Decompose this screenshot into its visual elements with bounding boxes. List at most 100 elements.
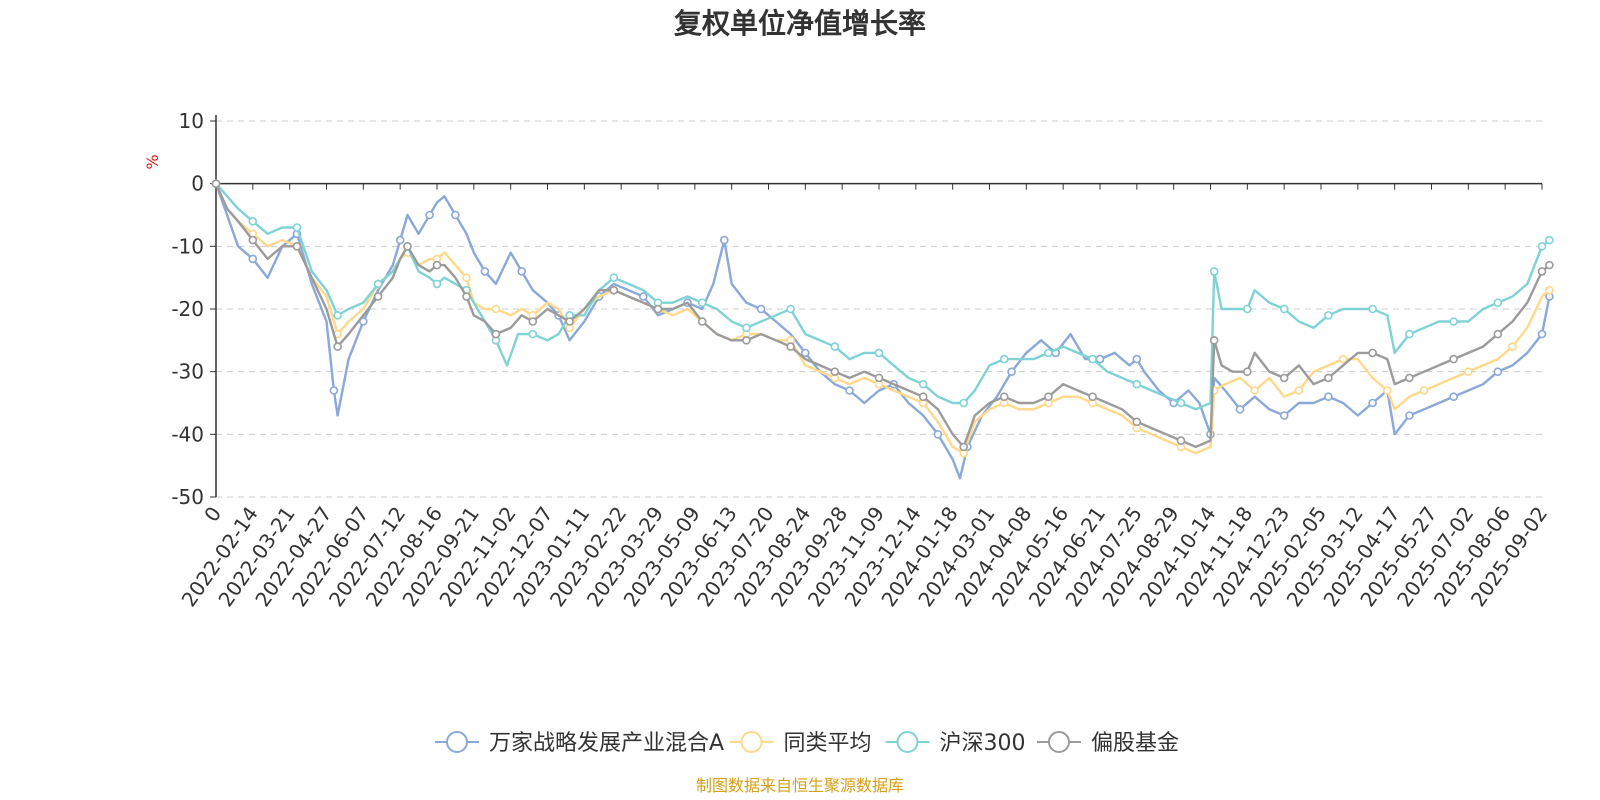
legend-marker — [740, 731, 763, 753]
series-point — [1279, 304, 1289, 314]
series-point — [742, 323, 751, 333]
series-point — [1368, 348, 1377, 358]
series-point — [329, 386, 339, 395]
legend-label: 同类平均 — [784, 731, 872, 756]
series-point — [609, 273, 619, 283]
series-point — [1324, 392, 1333, 402]
series-point — [845, 386, 854, 395]
y-tick-label: 0 — [191, 172, 204, 196]
series-point — [432, 279, 442, 289]
series-point — [959, 398, 969, 408]
y-tick-label: -40 — [171, 422, 204, 446]
series-point — [1383, 386, 1392, 395]
series-point — [1209, 335, 1219, 345]
series-point — [1132, 379, 1142, 389]
series-point — [1243, 367, 1252, 377]
grid-layer — [216, 120, 1542, 498]
legend-item[interactable]: 沪深300 — [885, 731, 1026, 756]
series-line — [214, 183, 1551, 449]
series-point — [874, 373, 884, 383]
series-point — [333, 310, 342, 320]
series-layer — [211, 179, 1554, 480]
series-point — [395, 235, 405, 245]
series-line — [215, 182, 1551, 411]
series-point — [528, 317, 538, 326]
series-point — [697, 298, 707, 308]
series-point — [333, 342, 342, 351]
series-point — [1493, 329, 1503, 339]
series-point — [874, 348, 884, 358]
series-line — [214, 183, 1551, 455]
series-point — [1449, 317, 1458, 326]
series-point — [1419, 386, 1429, 395]
series-point — [786, 304, 795, 314]
series-point — [609, 285, 619, 295]
legend-marker — [446, 731, 468, 753]
series-point — [292, 242, 302, 251]
series-point — [462, 292, 471, 301]
series-point — [1368, 304, 1377, 314]
series-point — [959, 442, 969, 452]
series-point — [653, 304, 663, 314]
series-point — [1176, 436, 1186, 445]
series-point — [1405, 329, 1414, 339]
series-group — [211, 179, 1554, 458]
series-point — [830, 367, 840, 377]
series-point — [248, 235, 258, 245]
series-point — [1493, 367, 1503, 377]
series-point — [462, 273, 471, 283]
series-point — [1279, 411, 1289, 420]
series-point — [1132, 417, 1142, 427]
series-point — [830, 342, 840, 351]
series-line — [214, 183, 1551, 480]
series-point — [1235, 404, 1245, 414]
series-group — [211, 179, 1554, 452]
series-point — [1250, 386, 1259, 395]
series-point — [425, 210, 434, 220]
source-note: 制图数据来自恒生聚源数据库 — [696, 776, 904, 795]
series-point — [1508, 342, 1517, 351]
series-point — [1493, 298, 1503, 308]
series-point — [800, 348, 810, 358]
legend-label: 偏股基金 — [1091, 731, 1179, 756]
series-point — [742, 335, 751, 345]
series-point — [1324, 310, 1333, 320]
series-point — [1294, 386, 1304, 395]
series-point — [1537, 242, 1547, 251]
series-point — [1545, 235, 1554, 245]
series-point — [697, 317, 707, 326]
y-tick-label: 10 — [179, 109, 204, 133]
series-group — [211, 179, 1554, 480]
series-point — [432, 260, 442, 270]
series-point — [491, 329, 501, 339]
series-point — [1279, 373, 1289, 383]
series-point — [638, 292, 648, 301]
y-tick-label: -20 — [171, 297, 204, 321]
legend-marker — [896, 731, 919, 753]
series-point — [1209, 267, 1219, 276]
series-point — [373, 279, 383, 289]
series-point — [211, 179, 221, 188]
legend-item[interactable]: 同类平均 — [729, 731, 872, 756]
series-point — [480, 267, 490, 276]
legend-label: 万家战略发展产业混合A — [489, 731, 724, 756]
legend-item[interactable]: 偏股基金 — [1037, 731, 1179, 756]
y-tick-label: -30 — [171, 360, 204, 384]
series-point — [1368, 398, 1377, 408]
legend-label: 沪深300 — [940, 731, 1026, 756]
legend-item[interactable]: 万家战略发展产业混合A — [435, 731, 724, 756]
series-point — [1464, 367, 1473, 377]
series-point — [1405, 411, 1414, 420]
series-point — [1537, 267, 1547, 276]
series-point — [999, 354, 1009, 364]
series-point — [1088, 392, 1097, 402]
chart-title: 复权单位净值增长率 — [674, 7, 926, 40]
series-point — [1044, 392, 1053, 402]
series-point — [373, 292, 383, 301]
legend[interactable]: 万家战略发展产业混合A 同类平均 沪深300 偏股基金 — [435, 731, 1179, 756]
series-point — [1338, 354, 1348, 364]
series-group — [211, 179, 1554, 411]
series-point — [248, 217, 258, 226]
series-point — [1545, 285, 1554, 295]
